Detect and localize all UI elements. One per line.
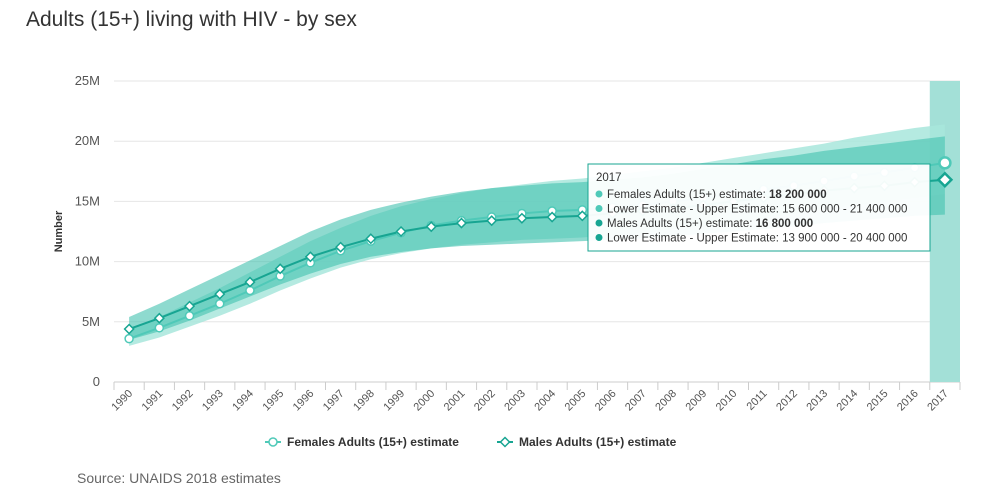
legend-circle-icon [268,437,278,447]
tooltip-row-label: Lower Estimate - Upper Estimate: 15 600 … [607,204,907,216]
legend-item-females[interactable]: Females Adults (15+) estimate [265,435,459,449]
source-note: Source: UNAIDS 2018 estimates [77,470,281,486]
y-axis-ticks: 0 5M 10M 15M 20M 25M [75,73,100,389]
data-point-male[interactable] [304,251,316,263]
x-tick-label: 2002 [472,388,498,414]
chart-title: Adults (15+) living with HIV - by sex [26,8,357,31]
data-point-male[interactable] [425,221,437,233]
tooltip-row-label: Females Adults (15+) estimate: [607,189,769,201]
x-tick-label: 2003 [502,388,528,414]
x-tick-label: 2017 [925,388,951,414]
x-tick-label: 2014 [835,388,861,414]
x-axis-ticks: 1990 1991 1992 1993 1994 1995 1996 1997 1998 1999… [109,382,961,414]
x-tick-label: 2004 [532,388,558,414]
data-point-male[interactable] [365,233,377,245]
data-point-female[interactable] [245,285,255,296]
data-point-male[interactable] [516,212,528,224]
tooltip-bullet-icon [595,219,603,227]
x-tick-label: 2011 [745,388,770,413]
y-tick-label: 10M [75,254,100,269]
tooltip: 2017 Females Adults (15+) estimate: 18 20… [587,163,931,252]
tooltip-box [587,163,931,252]
data-point-male[interactable] [153,312,165,324]
y-axis-label: Number [53,210,65,252]
y-tick-label: 5M [82,314,100,329]
data-point-male[interactable] [395,225,407,238]
data-point-male[interactable] [183,300,196,312]
data-point-male[interactable] [274,263,286,275]
data-point-female[interactable] [938,156,952,170]
x-tick-label: 2009 [684,388,710,414]
legend[interactable]: Females Adults (15+) estimate Males Adult… [265,435,677,449]
x-tick-label: 1994 [230,388,256,414]
x-tick-label: 2016 [895,388,921,414]
data-point-female[interactable] [184,311,195,321]
x-tick-label: 1995 [261,388,287,414]
x-tick-label: 1990 [109,388,135,414]
x-tick-label: 1992 [170,388,196,414]
tooltip-row-label: Lower Estimate - Upper Estimate: 13 900 … [607,233,907,245]
legend-label: Females Adults (15+) estimate [287,435,459,449]
x-tick-label: 2015 [865,388,891,414]
tooltip-row: Females Adults (15+) estimate: 18 200 00… [607,189,827,201]
y-tick-label: 15M [75,193,100,208]
x-tick-label: 1997 [321,388,347,414]
data-point-male[interactable] [546,211,558,223]
data-point-female[interactable] [124,333,134,344]
x-tick-label: 2000 [412,388,438,414]
legend-label: Males Adults (15+) estimate [519,435,677,449]
x-tick-label: 2001 [442,388,468,414]
y-tick-label: 20M [75,133,100,148]
tooltip-row-value: 18 200 000 [769,189,827,201]
data-point-female[interactable] [154,323,165,333]
tooltip-bullet-icon [595,205,603,212]
y-tick-label: 25M [75,73,100,88]
tooltip-row-label: Males Adults (15+) estimate: [607,218,756,230]
tooltip-row-value: 16 800 000 [756,218,814,230]
data-point-male[interactable] [214,288,226,300]
x-tick-label: 2005 [563,388,589,414]
x-tick-label: 1991 [140,388,166,414]
y-tick-label: 0 [93,374,100,389]
data-point-male[interactable] [486,215,498,227]
x-tick-label: 1999 [381,388,407,414]
x-tick-label: 2008 [653,388,679,414]
x-tick-label: 2006 [593,388,619,414]
data-point-male[interactable] [576,210,588,222]
data-point-male[interactable] [936,171,954,188]
x-tick-label: 2010 [714,388,740,414]
data-point-female[interactable] [215,298,225,309]
x-tick-label: 1998 [351,388,377,414]
data-point-male[interactable] [244,276,256,288]
data-point-male[interactable] [455,217,468,229]
tooltip-bullet-icon [595,190,603,198]
x-tick-label: 2012 [774,388,800,414]
legend-diamond-icon [499,436,511,448]
legend-item-males[interactable]: Males Adults (15+) estimate [497,435,677,449]
x-tick-label: 2013 [804,388,830,414]
tooltip-row: Males Adults (15+) estimate: 16 800 000 [607,218,813,230]
x-tick-label: 1996 [291,388,317,414]
tooltip-bullet-icon [595,234,603,241]
data-point-male[interactable] [335,241,347,253]
tooltip-header: 2017 [596,172,622,184]
x-tick-label: 2007 [623,388,649,414]
x-tick-label: 1993 [200,388,226,414]
tooltip-row: Lower Estimate - Upper Estimate: 13 900 … [607,233,907,245]
data-point-male[interactable] [123,323,135,335]
tooltip-row: Lower Estimate - Upper Estimate: 15 600 … [607,204,907,216]
